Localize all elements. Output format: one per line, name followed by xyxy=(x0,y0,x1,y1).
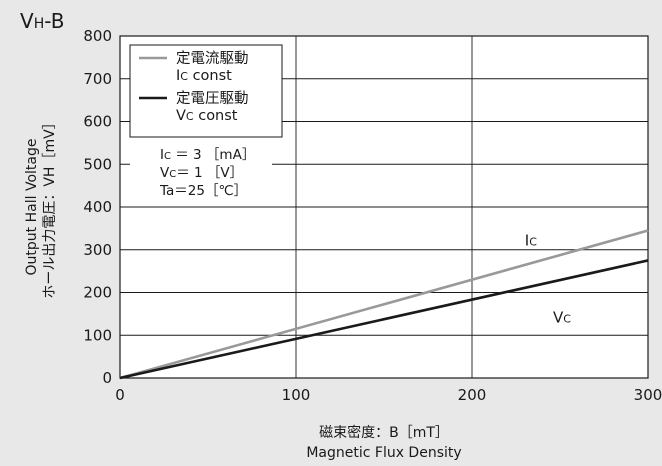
legend-label-2: 定電圧駆動 xyxy=(176,90,249,107)
x-tick-label: 200 xyxy=(458,386,487,404)
y-tick-label: 800 xyxy=(83,27,112,45)
y-tick-label: 600 xyxy=(83,113,112,131)
y-tick-label: 400 xyxy=(83,198,112,216)
x-tick-label: 100 xyxy=(282,386,311,404)
y-tick-label: 0 xyxy=(102,369,112,387)
y-axis-label-jp: ホール出力電圧：VH［mV］ xyxy=(42,115,58,298)
condition-line-1: IC ＝ 3 ［mA］ xyxy=(160,147,255,163)
y-axis-label-en: Output Hall Voltage xyxy=(24,139,40,276)
x-tick-label: 0 xyxy=(115,386,125,404)
legend-sublabel-1: IC const xyxy=(176,68,232,84)
x-axis-label-jp: 磁束密度：B［mT］ xyxy=(319,424,449,441)
y-tick-label: 100 xyxy=(83,326,112,344)
legend-sublabel-2: VC const xyxy=(176,108,238,124)
y-axis: 0 100 200 300 400 500 600 700 800 xyxy=(83,27,112,387)
y-tick-label: 700 xyxy=(83,70,112,88)
legend-label-1: 定電流駆動 xyxy=(176,50,249,67)
conditions-box: IC ＝ 3 ［mA］VC＝ 1 ［V］Ta＝25［℃］ xyxy=(130,144,272,202)
y-tick-label: 300 xyxy=(83,241,112,259)
y-tick-label: 500 xyxy=(83,155,112,173)
x-tick-label: 300 xyxy=(634,386,662,404)
x-axis-label-en: Magnetic Flux Density xyxy=(306,445,461,461)
y-tick-label: 200 xyxy=(83,284,112,302)
condition-line-3: Ta＝25［℃］ xyxy=(159,183,247,199)
